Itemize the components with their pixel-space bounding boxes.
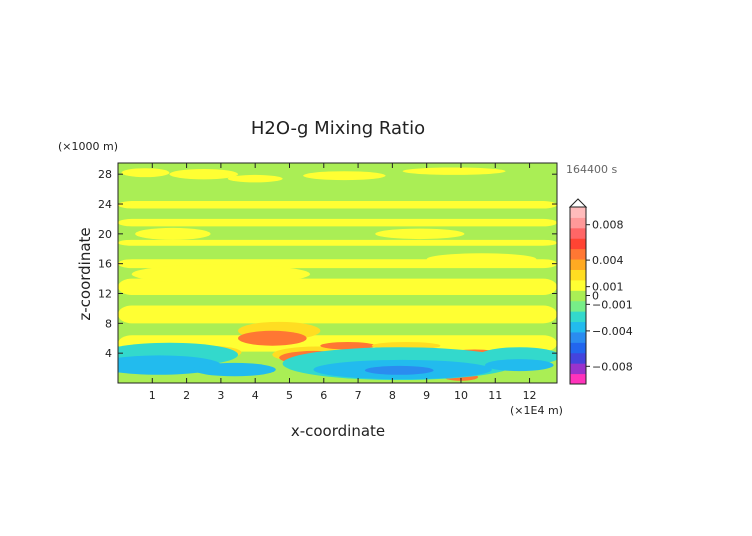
y-tick-label: 24 <box>98 198 112 211</box>
colorbar-swatch <box>570 207 586 218</box>
colorbar-swatch <box>570 373 586 385</box>
x-axis-label: x-coordinate <box>291 422 385 440</box>
colorbar-swatch <box>570 342 586 354</box>
contour-region <box>169 168 239 180</box>
colorbar-swatch <box>570 300 586 312</box>
colorbar-swatch <box>570 290 586 302</box>
y-tick-label: 12 <box>98 288 112 301</box>
colorbar-swatch <box>570 238 586 250</box>
contour-band <box>118 201 557 209</box>
y-unit-label: (×1000 m) <box>58 140 118 153</box>
contour-band <box>118 218 557 227</box>
y-tick-label: 20 <box>98 228 112 241</box>
colorbar-tick-label: 0.004 <box>592 254 624 267</box>
contour-field <box>118 163 557 383</box>
plot-frame <box>117 162 558 384</box>
y-axis-label: z-coordinate <box>76 227 94 320</box>
contour-region <box>227 174 283 183</box>
x-tick-label: 6 <box>320 389 327 402</box>
colorbar-extend-arrow <box>568 198 588 208</box>
x-tick-label: 5 <box>286 389 293 402</box>
colorbar-swatch <box>570 363 586 375</box>
contour-region <box>364 365 434 375</box>
contour-band <box>118 305 557 324</box>
contour-region <box>303 171 386 181</box>
chart-title: H2O-g Mixing Ratio <box>251 118 425 139</box>
colorbar-swatch <box>570 217 586 229</box>
x-tick-label: 11 <box>488 389 502 402</box>
x-tick-label: 1 <box>149 389 156 402</box>
colorbar-tick-label: 0.008 <box>592 219 624 232</box>
x-axis: 1 2 3 4 5 6 7 8 9 10 11 12 <box>149 163 537 402</box>
colorbar-swatch <box>570 227 586 239</box>
time-label: 164400 s <box>566 163 617 176</box>
x-tick-label: 9 <box>423 389 430 402</box>
x-tick-label: 7 <box>355 389 362 402</box>
contour-region <box>484 359 554 372</box>
contour-region <box>193 362 276 377</box>
colorbar-swatch <box>570 259 586 270</box>
y-tick-label: 4 <box>105 347 112 360</box>
colorbar-tick-label: −0.001 <box>592 298 633 311</box>
x-tick-label: 12 <box>523 389 537 402</box>
colorbar-tick-label: 0 <box>592 290 599 303</box>
contour-region <box>135 227 211 240</box>
x-tick-label: 10 <box>454 389 468 402</box>
y-tick-label: 8 <box>105 317 112 330</box>
contour-region <box>121 168 170 178</box>
x-tick-label: 4 <box>252 389 259 402</box>
colorbar-tick-label: 0.001 <box>592 281 624 294</box>
colorbar-swatch <box>570 311 586 323</box>
contour-region <box>131 264 311 284</box>
x-tick-label: 3 <box>217 389 224 402</box>
contour-band <box>118 239 557 246</box>
x-tick-label: 8 <box>389 389 396 402</box>
colorbar-tick-label: −0.008 <box>592 360 633 373</box>
x-tick-label: 2 <box>183 389 190 402</box>
contour-region <box>320 341 376 350</box>
contour-region <box>402 167 506 175</box>
y-axis: 4 8 12 16 20 24 28 <box>98 168 557 360</box>
colorbar-swatch <box>570 248 586 260</box>
colorbar-swatch <box>570 279 586 291</box>
colorbar-swatch <box>570 321 586 333</box>
y-tick-label: 16 <box>98 258 112 271</box>
colorbar-tick-label: −0.004 <box>592 325 633 338</box>
y-tick-label: 28 <box>98 168 112 181</box>
contour-region <box>238 330 307 346</box>
colorbar-swatch <box>570 331 586 343</box>
colorbar-swatch <box>570 352 586 364</box>
x-unit-label: (×1E4 m) <box>510 404 563 417</box>
colorbar-swatch <box>570 269 586 281</box>
contour-region <box>426 253 537 266</box>
contour-region <box>375 228 465 240</box>
